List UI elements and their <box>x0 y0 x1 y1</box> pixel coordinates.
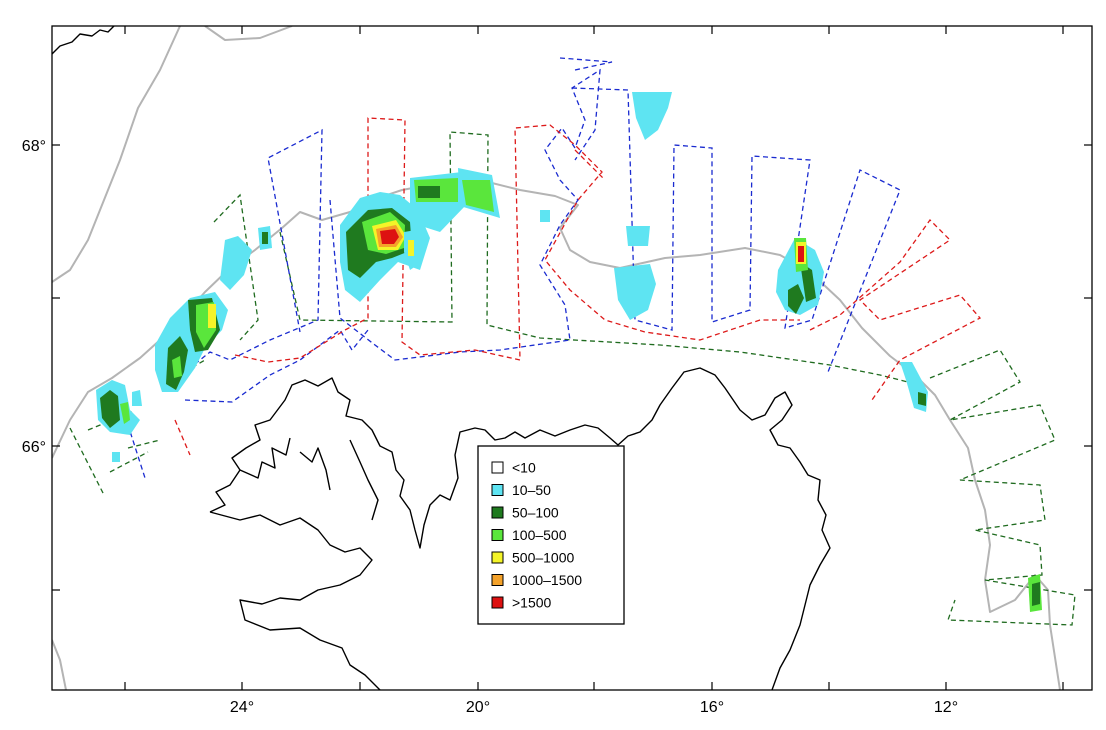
lon-label-12: 12° <box>934 699 958 716</box>
patch-100-500 <box>120 402 130 424</box>
westfjords-inlets <box>239 437 379 521</box>
transect-red-east <box>574 149 982 401</box>
iceland-coastline <box>209 367 831 690</box>
patch-10-50 <box>540 210 550 222</box>
legend-swatch <box>491 529 504 541</box>
transect-blue-central <box>329 57 613 361</box>
legend: <10 10–50 50–100 100–500 500–1000 1000–1500 >1… <box>477 445 625 625</box>
legend-swatch <box>491 596 504 609</box>
patch-10-50 <box>220 236 252 290</box>
legend-swatch <box>491 551 504 564</box>
legend-label: 50–100 <box>512 505 559 521</box>
legend-label: 100–500 <box>512 527 567 543</box>
patch-over-1500 <box>380 229 399 244</box>
patch-100-500 <box>172 356 182 378</box>
patch-10-50 <box>626 226 650 246</box>
patch-10-50 <box>632 92 672 140</box>
patch-50-100 <box>418 186 440 198</box>
lat-label-68: 68° <box>22 138 46 155</box>
transect-green-west <box>69 193 259 496</box>
patch-50-100 <box>788 284 804 314</box>
transect-blue-east <box>571 87 901 373</box>
survey-transects-green <box>69 131 1076 626</box>
lon-label-24: 24° <box>230 699 254 716</box>
isobath-line-southwest <box>52 639 67 690</box>
iceland-westfjords <box>209 511 381 690</box>
patch-50-100 <box>1032 582 1040 606</box>
legend-items: <10 10–50 50–100 100–500 500–1000 1000–1500 >1… <box>491 460 582 611</box>
patch-over-1500 <box>798 246 804 262</box>
survey-transects-blue <box>119 57 901 479</box>
transect-red-west <box>174 117 800 456</box>
transect-blue-west <box>119 128 369 479</box>
map-plot-area <box>52 26 1076 690</box>
lon-label-20: 20° <box>466 699 490 716</box>
patch-500-1000 <box>208 304 216 328</box>
legend-label: 1000–1500 <box>512 572 582 588</box>
transect-green-central <box>279 131 921 386</box>
legend-label: 500–1000 <box>512 550 575 566</box>
map-frame <box>51 25 1093 691</box>
legend-label: 10–50 <box>512 482 551 498</box>
isobath-line-west <box>52 26 181 283</box>
patch-50-100 <box>800 262 816 302</box>
patch-50-100 <box>262 232 268 244</box>
greenland-coastline <box>52 26 115 55</box>
legend-label: <10 <box>512 460 536 476</box>
legend-swatch <box>491 461 504 474</box>
patch-100-500 <box>462 180 494 212</box>
legend-swatch <box>491 574 504 586</box>
survey-transects-red <box>174 117 982 456</box>
density-patches <box>96 92 1042 612</box>
axis-ticks <box>52 26 1092 690</box>
patch-50-100 <box>100 390 120 428</box>
legend-label: >1500 <box>512 595 552 611</box>
lon-label-16: 16° <box>700 699 724 716</box>
patch-10-50 <box>614 264 656 320</box>
legend-swatch <box>491 484 504 496</box>
transect-green-east <box>929 349 1076 626</box>
isobath-line-north <box>204 26 293 41</box>
patch-10-50 <box>112 452 120 462</box>
patch-10-50 <box>132 390 142 406</box>
patch-50-100 <box>918 392 926 406</box>
lat-label-66: 66° <box>22 439 46 456</box>
patch-500-1000 <box>408 240 414 256</box>
legend-swatch <box>491 506 504 519</box>
